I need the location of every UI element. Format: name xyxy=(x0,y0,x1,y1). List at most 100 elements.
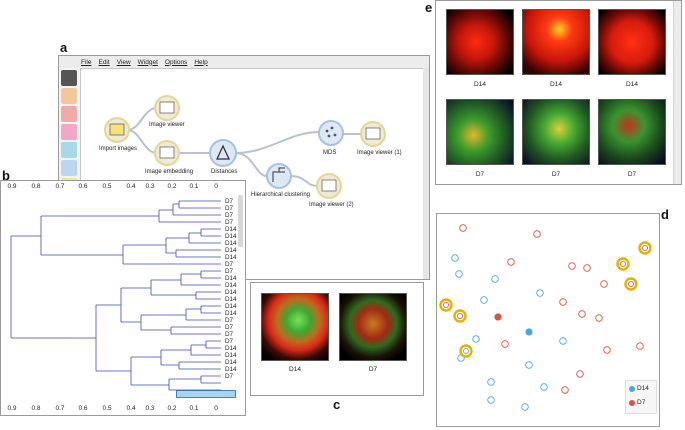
leaf-label[interactable]: D14 xyxy=(225,366,237,373)
leaf-label[interactable]: D7 xyxy=(225,331,234,338)
mds-point-d14 xyxy=(525,361,533,369)
mds-point-d7 xyxy=(459,224,467,232)
mds-point-d7 xyxy=(576,370,584,378)
leaf-label[interactable]: D7 xyxy=(225,268,234,275)
tick-top: 0.2 xyxy=(167,183,177,190)
tick-top: 0 xyxy=(214,183,218,190)
mds-point-d7 xyxy=(636,342,644,350)
leaf-label[interactable]: D14 xyxy=(225,240,237,247)
image-viewer-1-node[interactable] xyxy=(360,121,386,147)
hierarchical-clustering-node[interactable] xyxy=(266,163,292,189)
link-distances-clustering xyxy=(234,152,268,177)
mds-point-d14 xyxy=(536,289,544,297)
mds-point-d14 xyxy=(472,335,480,343)
label-image-embedding: Image embedding xyxy=(145,169,194,175)
mds-point-d14 xyxy=(451,254,459,262)
grid-image-thumbnail[interactable] xyxy=(446,9,514,75)
grid-image-thumbnail[interactable] xyxy=(522,99,590,165)
import-images-node[interactable] xyxy=(104,117,130,143)
mds-point-d7 xyxy=(600,280,608,288)
leaf-label[interactable]: D7 xyxy=(225,338,234,345)
leaf-label[interactable]: D14 xyxy=(225,359,237,366)
mds-point-d14 xyxy=(487,396,495,404)
selected-image-thumbnail[interactable] xyxy=(261,293,329,361)
leaf-label[interactable]: D14 xyxy=(225,303,237,310)
tick-bottom: 0.4 xyxy=(126,405,136,412)
leaf-label[interactable]: D14 xyxy=(225,233,237,240)
tick-bottom: 0.2 xyxy=(167,405,177,412)
leaf-label[interactable]: D7 xyxy=(225,212,234,219)
mds-selected-point-d7 xyxy=(494,313,502,321)
image-grid-scrollbar[interactable] xyxy=(673,1,681,184)
leaf-label[interactable]: D14 xyxy=(225,226,237,233)
leaf-label[interactable]: D14 xyxy=(225,345,237,352)
panel-label-a: a xyxy=(60,40,68,55)
mds-point-d14 xyxy=(491,275,499,283)
leaf-label[interactable]: D14 xyxy=(225,254,237,261)
grid-image-thumbnail[interactable] xyxy=(598,9,666,75)
leaf-label[interactable]: D14 xyxy=(225,247,237,254)
panel-label-d: d xyxy=(661,207,669,222)
grid-image-caption: D7 xyxy=(551,171,561,178)
toolbox-dark-icon[interactable] xyxy=(61,70,77,86)
menu-widget[interactable]: Widget xyxy=(137,58,158,66)
label-image-viewer-1: Image viewer (1) xyxy=(357,150,402,156)
canvas-scrollbar[interactable] xyxy=(423,68,429,279)
mds-highlight-ring xyxy=(624,277,638,291)
toolbox-tree-icon[interactable] xyxy=(61,124,77,140)
leaf-label[interactable]: D7 xyxy=(225,219,234,226)
leaf-label[interactable]: D14 xyxy=(225,282,237,289)
grid-image-caption: D7 xyxy=(475,171,485,178)
label-distances: Distances xyxy=(211,169,238,175)
menu-edit[interactable]: Edit xyxy=(98,58,110,66)
selected-image-thumbnail[interactable] xyxy=(339,293,407,361)
legend-dot-icon xyxy=(629,399,635,406)
leaf-label[interactable]: D7 xyxy=(225,324,234,331)
grid-image-thumbnail[interactable] xyxy=(446,99,514,165)
leaf-label[interactable]: D7 xyxy=(225,317,234,324)
leaf-label[interactable]: D14 xyxy=(225,352,237,359)
tick-top: 0.1 xyxy=(189,183,199,190)
menu-help[interactable]: Help xyxy=(194,58,208,66)
toolbox-scatter-icon[interactable] xyxy=(61,106,77,122)
leaf-label[interactable]: D7 xyxy=(225,261,234,268)
image-embedding-node[interactable] xyxy=(154,140,180,166)
tick-bottom: 0.7 xyxy=(55,405,65,412)
mds-selected-point-d14 xyxy=(525,328,533,336)
link-import-embedding xyxy=(126,129,158,154)
dendrogram-scrollbar[interactable] xyxy=(238,195,243,247)
distances-node[interactable] xyxy=(209,139,237,167)
mds-highlight-ring xyxy=(439,298,453,312)
label-image-viewer: Image viewer xyxy=(149,122,185,128)
mds-point-d7 xyxy=(561,386,569,394)
toolbox-table-icon[interactable] xyxy=(61,88,77,104)
toolbox-dots-icon[interactable] xyxy=(61,142,77,158)
panel-label-b: b xyxy=(2,168,10,183)
leaf-label[interactable]: D14 xyxy=(225,310,237,317)
leaf-label[interactable]: D14 xyxy=(225,296,237,303)
leaf-label[interactable]: D7 xyxy=(225,198,234,205)
workflow-canvas xyxy=(104,95,386,199)
mds-highlight-inner xyxy=(443,244,648,320)
tick-bottom: 0.9 xyxy=(7,405,17,412)
image-viewer-node[interactable] xyxy=(154,95,180,121)
menu-view[interactable]: View xyxy=(116,58,131,66)
mds-node[interactable] xyxy=(318,120,344,146)
leaf-label[interactable]: D7 xyxy=(225,373,234,380)
dendrogram-tree xyxy=(10,200,221,391)
leaf-label[interactable]: D14 xyxy=(225,275,237,282)
grid-image-thumbnail[interactable] xyxy=(598,99,666,165)
menu-file[interactable]: File xyxy=(81,58,92,66)
mds-highlight-ring xyxy=(616,257,630,271)
grid-image-caption: D14 xyxy=(550,81,562,88)
leaf-label[interactable]: D14 xyxy=(225,289,237,296)
leaf-label[interactable]: D7 xyxy=(225,205,234,212)
image-viewer-2-node[interactable] xyxy=(316,173,342,199)
dendrogram-panel: 0.9 0.8 0.7 0.6 0.5 0.4 0.3 0.2 0.1 0 0.… xyxy=(0,180,246,416)
mds-point-d14 xyxy=(480,296,488,304)
dendrogram-selection[interactable] xyxy=(176,390,236,398)
menu-options[interactable]: Options xyxy=(164,58,188,66)
tick-bottom: 0.6 xyxy=(78,405,88,412)
grid-image-thumbnail[interactable] xyxy=(522,9,590,75)
toolbox-cluster-icon[interactable] xyxy=(61,160,77,176)
